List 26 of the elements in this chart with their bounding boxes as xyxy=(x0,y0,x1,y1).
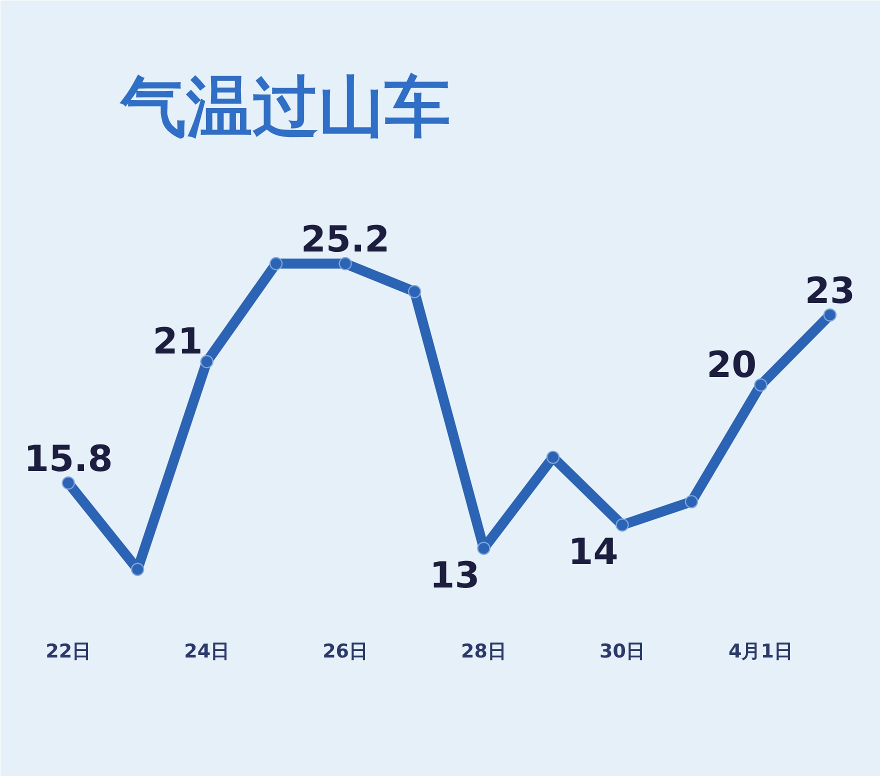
data-label: 21 xyxy=(152,322,203,363)
point xyxy=(823,308,837,322)
point xyxy=(408,285,422,298)
x-tick-label: 30日 xyxy=(600,640,645,662)
point xyxy=(754,378,768,392)
point xyxy=(684,495,698,508)
point xyxy=(200,355,214,368)
chart-title: 气温过山车 xyxy=(120,68,450,146)
point xyxy=(62,476,75,490)
x-tick-label: 28日 xyxy=(461,640,507,662)
data-label: 15.8 xyxy=(24,439,113,480)
data-label: 13 xyxy=(430,555,480,596)
x-tick-label: 4月1日 xyxy=(728,640,793,662)
data-label: 25.2 xyxy=(300,220,390,261)
point xyxy=(616,518,629,532)
data-label: 23 xyxy=(804,270,856,312)
data-label: 20 xyxy=(706,344,757,386)
x-tick-label: 24日 xyxy=(184,640,230,662)
point xyxy=(269,257,283,270)
data-label: 14 xyxy=(568,532,618,574)
point xyxy=(130,562,144,576)
x-tick-label: 26日 xyxy=(322,640,368,662)
point xyxy=(546,450,560,464)
point xyxy=(338,257,352,270)
x-tick-label: 22日 xyxy=(46,640,92,662)
point xyxy=(477,542,490,555)
